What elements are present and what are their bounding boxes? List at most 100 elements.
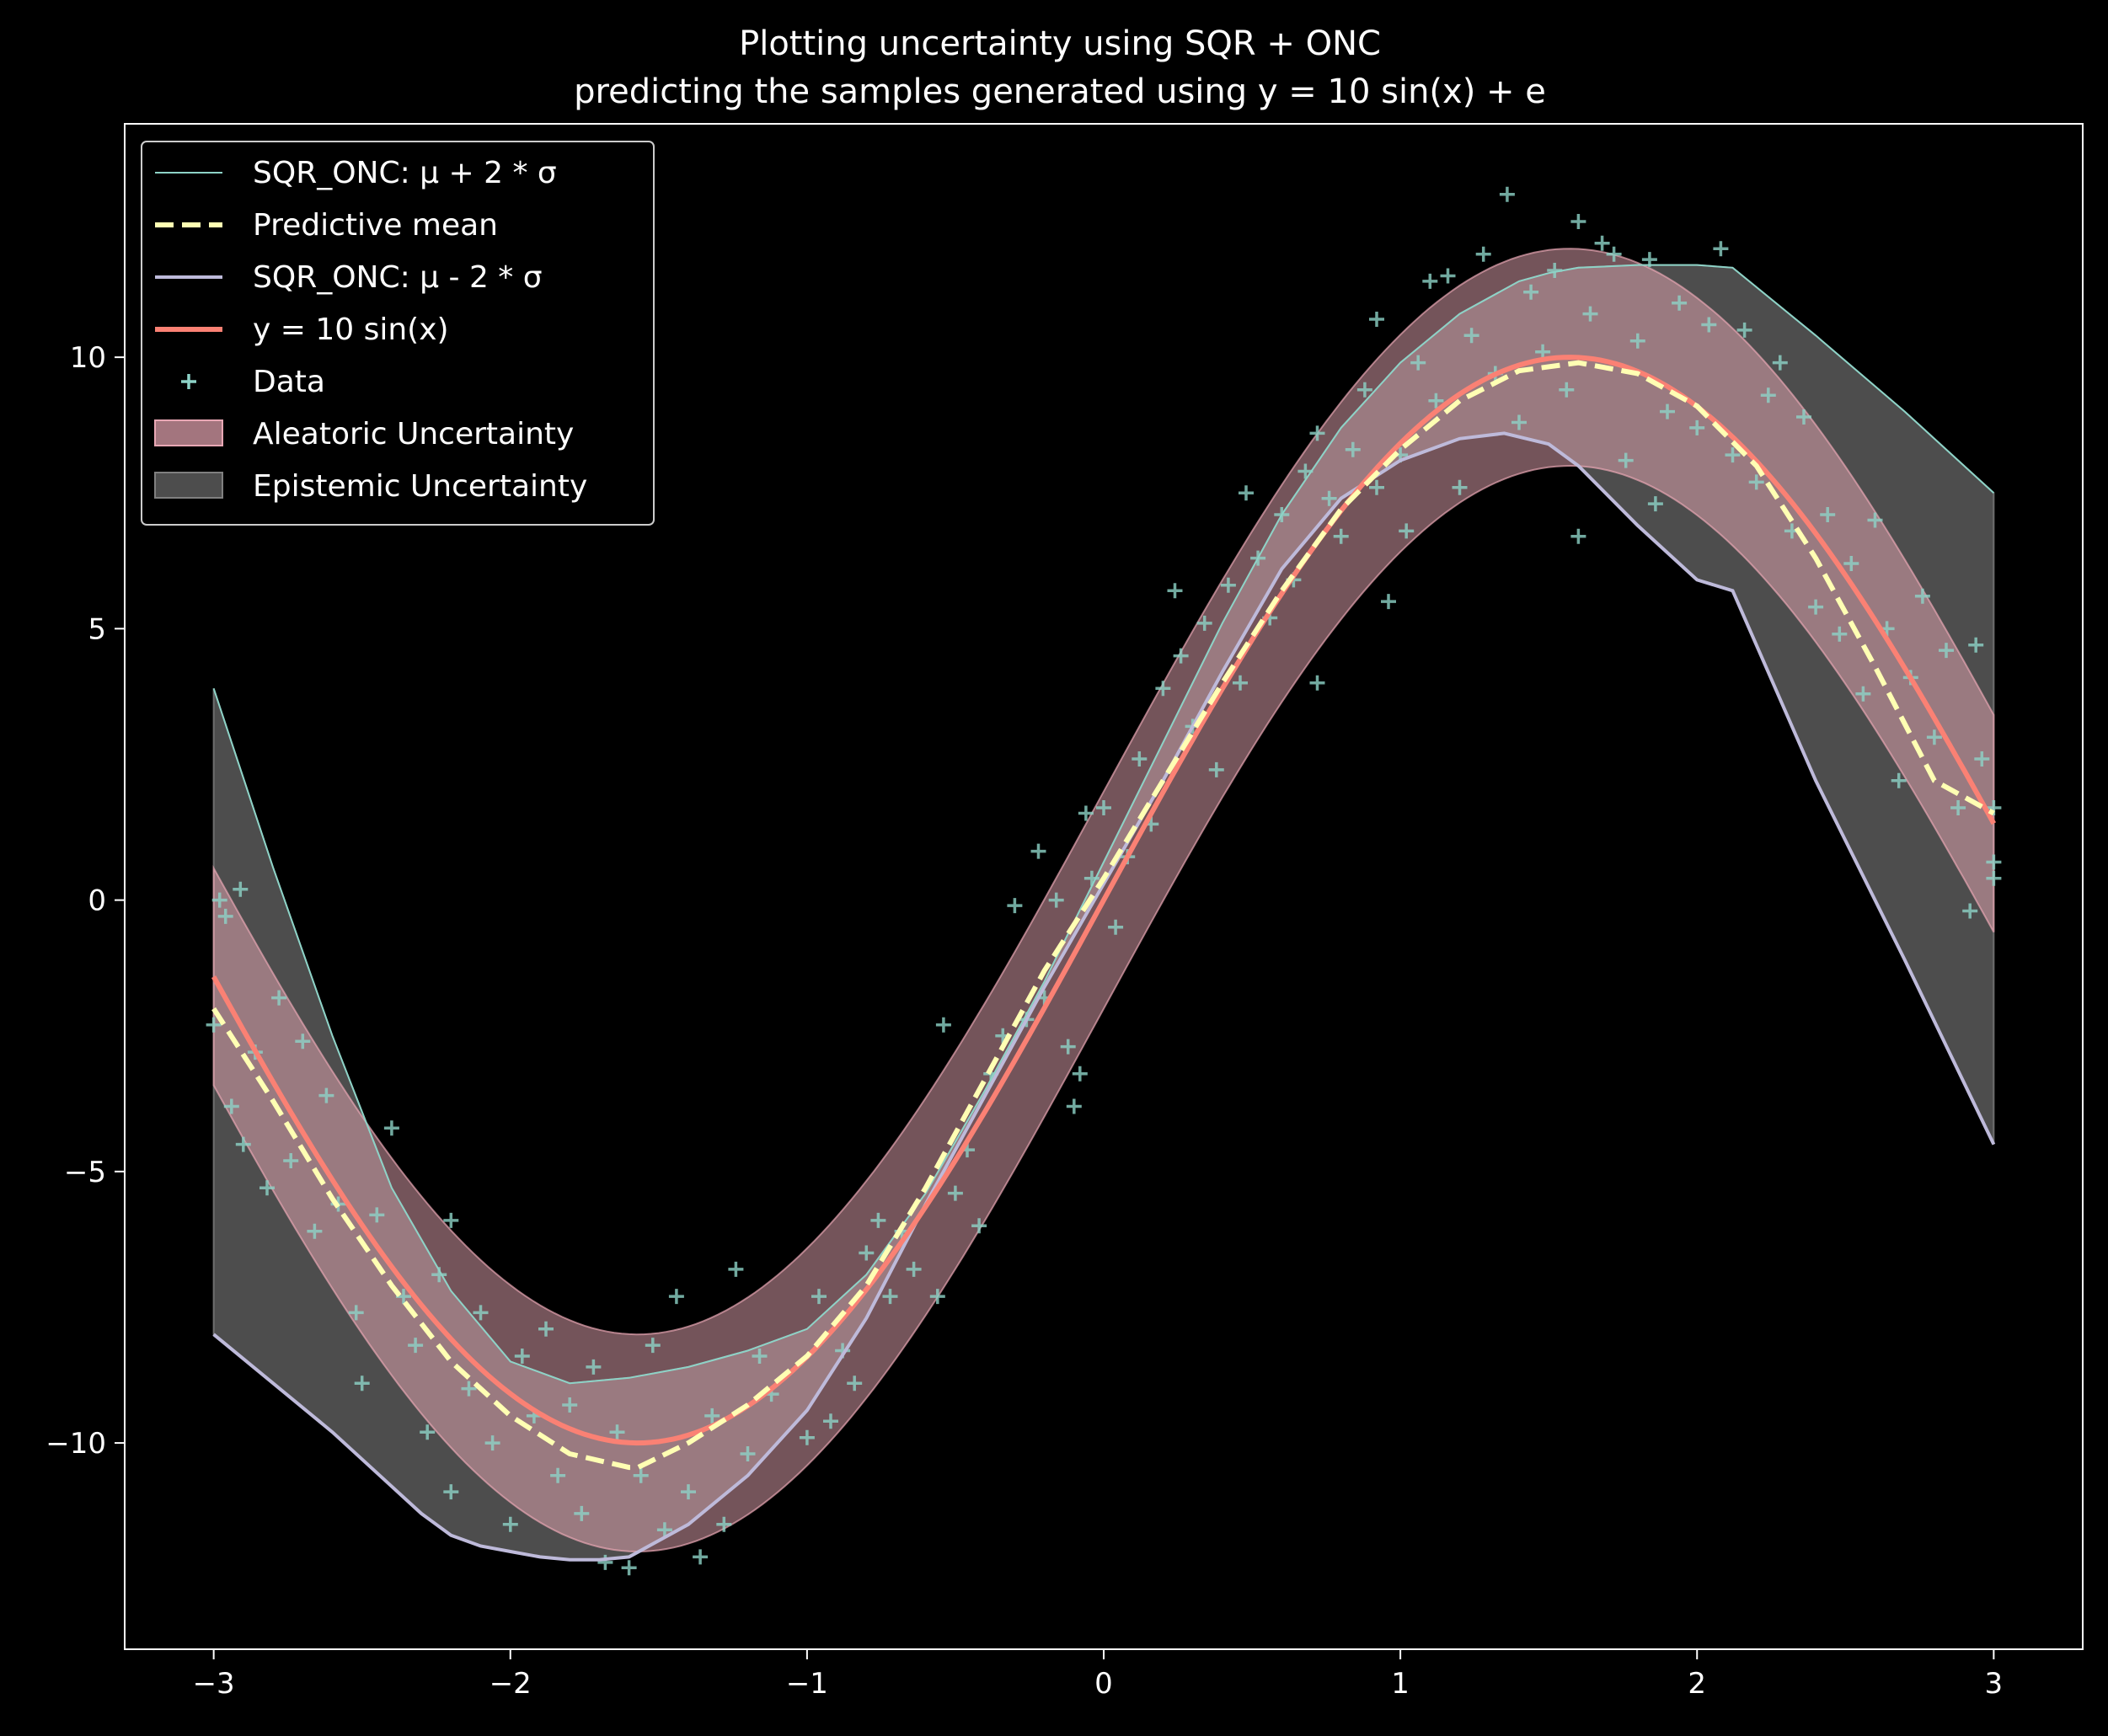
data-point [443,1484,459,1500]
data-point [1381,594,1396,610]
data-point [295,1034,311,1050]
legend: SQR_ONC: μ + 2 * σ Predictive mean SQR_ONC… [141,141,655,526]
data-point [538,1321,554,1337]
data-point [740,1446,756,1461]
lower-bound-line [212,431,1996,1562]
legend-label: y = 10 sin(x) [253,312,449,347]
legend-item: SQR_ONC: μ + 2 * σ [155,156,557,190]
data-point [1618,452,1634,468]
data-point [1060,1039,1076,1055]
data-point [681,1484,696,1500]
data-point [1660,403,1675,419]
x-tick-label: 0 [1094,1667,1113,1701]
data-point [668,1289,684,1305]
data-point [1939,643,1954,659]
data-point [1511,414,1527,430]
data-point [369,1207,385,1223]
data-point [1701,317,1717,333]
data-point [307,1223,323,1239]
x-tick-label: −1 [786,1667,828,1701]
data-point [704,1407,720,1424]
data-point [348,1305,364,1321]
data-point [1891,772,1907,788]
data-point [947,1185,963,1201]
data-point [1066,1098,1082,1114]
data-point [1843,556,1859,571]
data-point [514,1349,530,1364]
legend-item: Predictive mean [155,208,498,243]
data-point [693,1549,709,1565]
data-point [217,908,233,924]
data-point [870,1212,886,1228]
legend-label: SQR_ONC: μ + 2 * σ [253,156,557,190]
data-point [1713,241,1729,257]
data-point [1570,528,1586,544]
data-point [1523,284,1539,300]
legend-label: SQR_ONC: μ - 2 * σ [253,260,543,295]
data-point [716,1516,732,1532]
data-point [1132,751,1148,767]
data-point [562,1397,578,1413]
data-point [473,1305,489,1321]
data-point [935,1017,951,1033]
legend-item: Aleatoric Uncertainty [154,417,574,451]
data-point [383,1120,399,1136]
upper-bound-line [212,264,1995,1385]
x-tick-label: 2 [1688,1667,1706,1701]
data-point [1968,637,1984,653]
data-point [484,1435,500,1451]
data-point [929,1289,945,1305]
legend-label: Epistemic Uncertainty [253,469,587,504]
chart-subtitle: predicting the samples generated using y… [574,72,1546,111]
legend-item: y = 10 sin(x) [155,312,449,347]
legend-item: SQR_ONC: μ - 2 * σ [155,260,543,295]
data-point [1452,479,1468,495]
data-point [1239,485,1254,501]
data-point [1606,246,1622,262]
data-point [1986,870,2002,886]
data-point [1559,382,1575,398]
data-point [823,1413,838,1429]
y-tick-label: 0 [88,884,106,918]
data-point [1926,729,1942,745]
data-point [271,990,287,1006]
data-point [1475,246,1491,262]
data-point [1196,615,1212,631]
data-point [882,1289,898,1305]
data-point [223,1098,239,1114]
legend-swatch [154,419,223,446]
data-point [1820,507,1836,522]
data-point [502,1516,518,1532]
data-point [1422,273,1438,289]
legend-label: Data [253,365,325,399]
legend-frame [141,141,655,526]
data-point [586,1359,602,1375]
data-point [259,1180,275,1196]
data-point [847,1375,863,1391]
data-point [1914,588,1930,604]
y-tick-label: −10 [45,1427,106,1461]
data-point [597,1554,613,1570]
y-axis: −10 −5 0 5 10 [45,341,125,1461]
data-point [1950,800,1966,815]
x-tick-label: 1 [1391,1667,1410,1701]
data-point [1233,675,1248,691]
data-point [443,1212,459,1228]
data-point [1399,523,1415,539]
data-point [420,1424,436,1440]
data-point [1007,898,1023,914]
data-point [318,1087,334,1103]
data-point [1672,295,1688,311]
data-point [1208,761,1224,777]
x-tick-label: −2 [490,1667,532,1701]
y-tick-label: 5 [88,612,106,646]
data-point [1594,235,1610,251]
data-point [1369,479,1384,495]
data-point [1647,496,1663,512]
data-point [396,1289,411,1305]
data-point [1736,322,1752,338]
data-point [1345,441,1361,457]
data-point [1072,1066,1088,1082]
data-point [1356,382,1372,398]
data-point [1048,892,1064,908]
